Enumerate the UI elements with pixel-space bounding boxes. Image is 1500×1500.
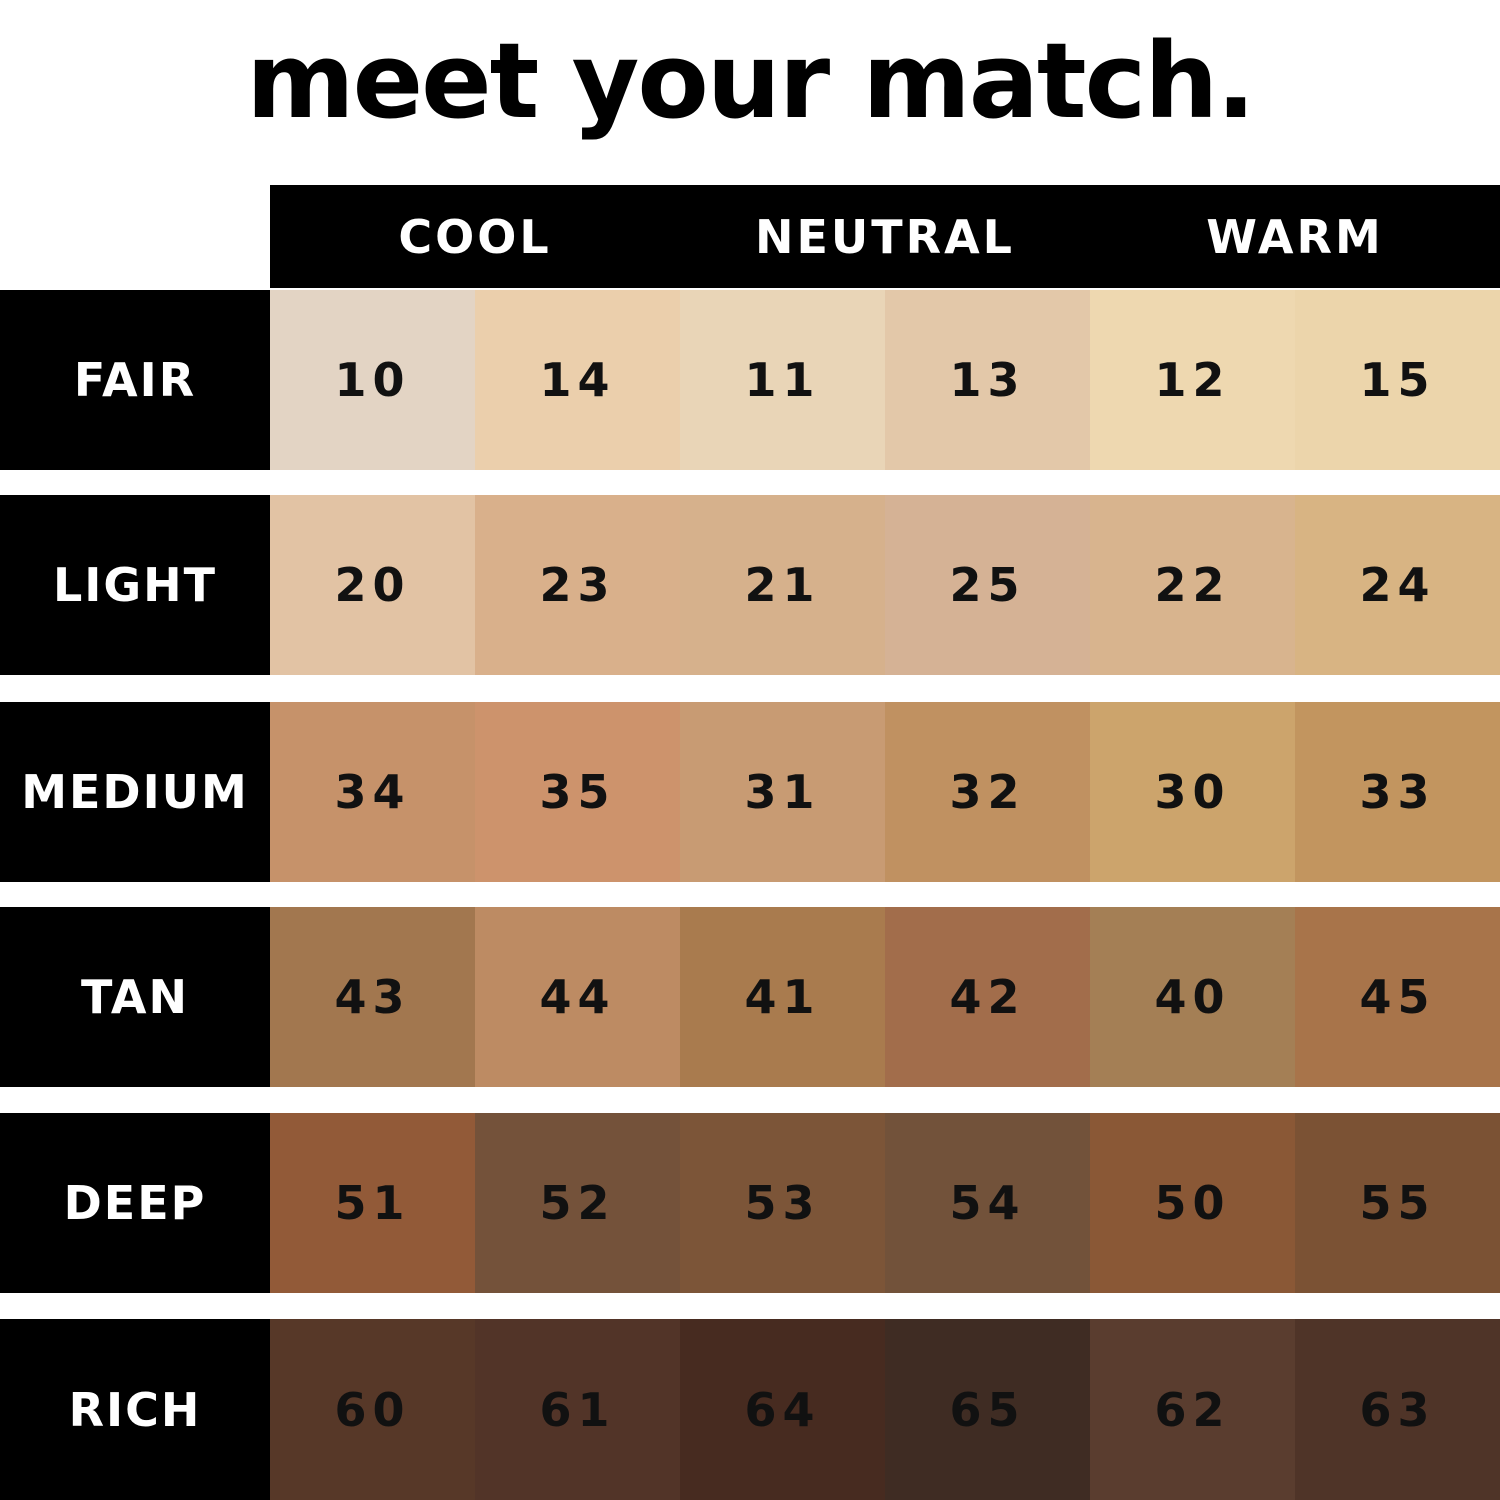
shade-swatch: 42 [885, 907, 1090, 1087]
column-header-warm: WARM [1206, 209, 1384, 264]
shade-swatch: 35 [475, 702, 680, 882]
shade-swatch: 30 [1090, 702, 1295, 882]
shade-swatch: 61 [475, 1319, 680, 1500]
shade-swatch: 33 [1295, 702, 1500, 882]
row-label: MEDIUM [0, 702, 270, 882]
shade-swatch: 32 [885, 702, 1090, 882]
row-label: FAIR [0, 290, 270, 470]
column-header-cool: COOL [398, 209, 552, 264]
shade-row-fair: FAIR 10 14 11 13 12 15 [0, 290, 1500, 470]
shade-swatch: 44 [475, 907, 680, 1087]
shade-swatch: 21 [680, 495, 885, 675]
shade-swatch: 43 [270, 907, 475, 1087]
shade-swatch: 25 [885, 495, 1090, 675]
shade-swatch: 45 [1295, 907, 1500, 1087]
shade-swatch: 13 [885, 290, 1090, 470]
shade-swatch: 51 [270, 1113, 475, 1293]
shade-row-light: LIGHT 20 23 21 25 22 24 [0, 495, 1500, 675]
column-header-neutral: NEUTRAL [755, 209, 1015, 264]
row-label: LIGHT [0, 495, 270, 675]
undertone-header: COOL NEUTRAL WARM [270, 185, 1500, 288]
shade-swatch: 55 [1295, 1113, 1500, 1293]
shade-row-deep: DEEP 51 52 53 54 50 55 [0, 1113, 1500, 1293]
shade-swatch: 62 [1090, 1319, 1295, 1500]
shade-swatch: 65 [885, 1319, 1090, 1500]
shade-swatch: 60 [270, 1319, 475, 1500]
shade-swatch: 54 [885, 1113, 1090, 1293]
shade-swatch: 41 [680, 907, 885, 1087]
shade-swatch: 20 [270, 495, 475, 675]
shade-swatch: 40 [1090, 907, 1295, 1087]
shade-swatch: 50 [1090, 1113, 1295, 1293]
shade-row-tan: TAN 43 44 41 42 40 45 [0, 907, 1500, 1087]
shade-swatch: 53 [680, 1113, 885, 1293]
shade-swatch: 63 [1295, 1319, 1500, 1500]
shade-swatch: 34 [270, 702, 475, 882]
shade-swatch: 52 [475, 1113, 680, 1293]
shade-swatch: 23 [475, 495, 680, 675]
shade-swatch: 22 [1090, 495, 1295, 675]
shade-swatch: 15 [1295, 290, 1500, 470]
shade-swatch: 10 [270, 290, 475, 470]
row-label: DEEP [0, 1113, 270, 1293]
shade-row-rich: RICH 60 61 64 65 62 63 [0, 1319, 1500, 1500]
shade-row-medium: MEDIUM 34 35 31 32 30 33 [0, 702, 1500, 882]
shade-swatch: 12 [1090, 290, 1295, 470]
page-title: meet your match. [246, 20, 1256, 142]
row-label: RICH [0, 1319, 270, 1500]
shade-swatch: 24 [1295, 495, 1500, 675]
shade-swatch: 14 [475, 290, 680, 470]
shade-swatch: 64 [680, 1319, 885, 1500]
row-label: TAN [0, 907, 270, 1087]
shade-swatch: 31 [680, 702, 885, 882]
shade-swatch: 11 [680, 290, 885, 470]
